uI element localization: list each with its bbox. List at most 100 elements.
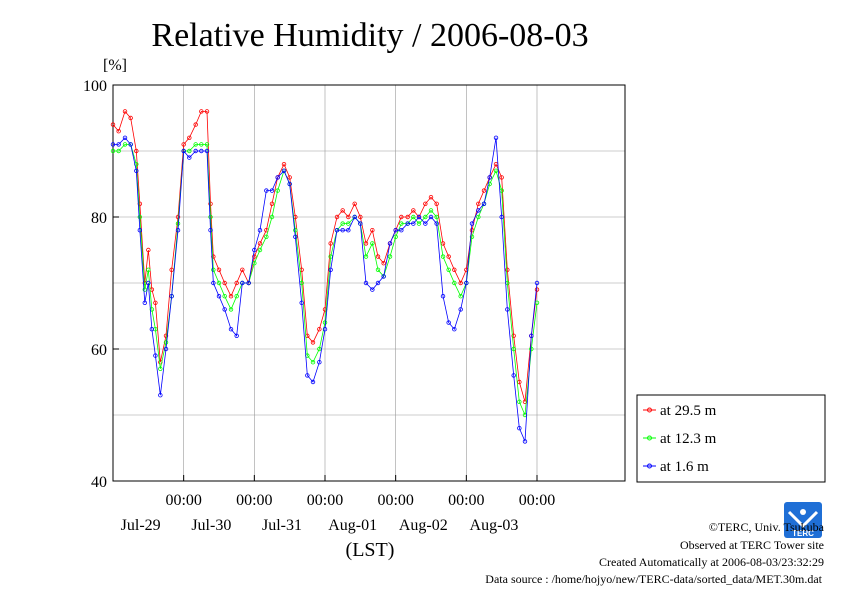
data-point: [370, 287, 375, 292]
x-tick-date-label: Aug-02: [399, 517, 448, 534]
data-point: [110, 148, 116, 154]
data-point: [387, 241, 393, 246]
y-tick-label: 80: [91, 210, 107, 227]
series-2: [110, 135, 540, 444]
data-point: [416, 214, 422, 220]
data-point: [146, 247, 151, 253]
data-point: [142, 287, 147, 292]
data-point: [381, 274, 386, 279]
data-point: [458, 307, 463, 312]
data-point: [158, 393, 163, 398]
data-point: [122, 135, 128, 140]
data-point: [423, 201, 428, 206]
data-point: [517, 399, 522, 404]
data-point: [146, 280, 151, 286]
legend: at 29.5 m at 12.3 m at 1.6 m: [636, 394, 826, 483]
data-point: [234, 280, 239, 286]
data-point: [204, 148, 210, 154]
x-tick-time-label: 00:00: [519, 492, 555, 509]
data-point: [275, 175, 280, 180]
legend-label: at 29.5 m: [660, 403, 717, 419]
credit-text: ©TERC, Univ. Tsukuba: [709, 520, 825, 534]
data-point: [116, 128, 121, 134]
data-point: [193, 148, 198, 154]
y-axis-unit-label: [%]: [103, 57, 127, 74]
data-point: [399, 214, 404, 220]
data-point: [428, 208, 434, 213]
data-point: [458, 280, 463, 286]
data-point: [216, 267, 222, 272]
data-point: [511, 373, 516, 378]
data-point: [469, 221, 475, 226]
legend-swatch-marker: [647, 435, 652, 441]
data-point: [264, 234, 269, 239]
data-point: [137, 227, 143, 233]
data-point: [328, 241, 333, 246]
y-tick-label: 100: [83, 78, 107, 95]
data-point: [216, 280, 222, 286]
data-point: [346, 221, 351, 226]
data-point: [211, 280, 216, 286]
data-point: [511, 333, 516, 338]
data-point: [487, 175, 492, 180]
x-axis: 00:00Jul-2900:00Jul-3000:00Jul-3100:00Au…: [121, 475, 555, 534]
data-point: [310, 379, 316, 385]
data-point: [281, 168, 287, 173]
data-point: [529, 346, 534, 352]
data-point: [481, 188, 487, 193]
data-point: [275, 188, 280, 193]
data-point: [505, 267, 510, 272]
data-point: [181, 142, 186, 147]
data-point: [522, 439, 528, 444]
data-point: [423, 214, 428, 220]
data-point: [175, 227, 181, 233]
data-point: [211, 267, 216, 272]
data-point: [511, 346, 516, 352]
data-point: [476, 208, 481, 213]
x-tick-time-label: 00:00: [377, 492, 413, 509]
series-line: [113, 137, 538, 442]
data-point: [269, 188, 275, 193]
data-point: [146, 267, 151, 272]
data-point: [293, 234, 298, 239]
data-point: [405, 214, 410, 220]
data-point: [499, 214, 504, 220]
data-point: [529, 333, 534, 338]
data-point: [252, 254, 257, 259]
legend-swatch-marker: [647, 463, 652, 469]
data-point: [393, 227, 398, 233]
data-point: [208, 227, 213, 233]
data-point: [363, 280, 369, 286]
data-point: [370, 241, 375, 246]
data-point: [317, 346, 322, 352]
data-point: [393, 234, 398, 239]
data-point: [346, 214, 351, 220]
data-point: [322, 327, 328, 332]
data-point: [340, 208, 345, 213]
data-point: [293, 227, 298, 233]
terc-logo: TERC: [784, 502, 822, 538]
x-tick-date-label: Jul-31: [262, 517, 302, 534]
observed-text: Observed at TERC Tower site: [680, 538, 824, 552]
data-point: [346, 227, 351, 233]
data-point: [181, 148, 186, 154]
data-point: [399, 227, 404, 233]
data-point: [240, 267, 245, 272]
data-point: [446, 320, 451, 325]
data-point: [334, 227, 340, 233]
data-point: [452, 280, 457, 286]
data-point: [187, 135, 192, 140]
data-point: [257, 227, 263, 233]
data-point: [452, 267, 457, 272]
data-point: [158, 366, 163, 371]
data-point: [370, 227, 375, 233]
data-point: [493, 168, 499, 173]
data-point: [493, 135, 499, 140]
data-point: [128, 142, 133, 147]
data-point: [252, 261, 257, 266]
y-axis: 40 60 80 100: [83, 78, 119, 491]
data-point: [199, 148, 204, 154]
data-point: [352, 214, 357, 220]
series-group: [110, 109, 540, 444]
